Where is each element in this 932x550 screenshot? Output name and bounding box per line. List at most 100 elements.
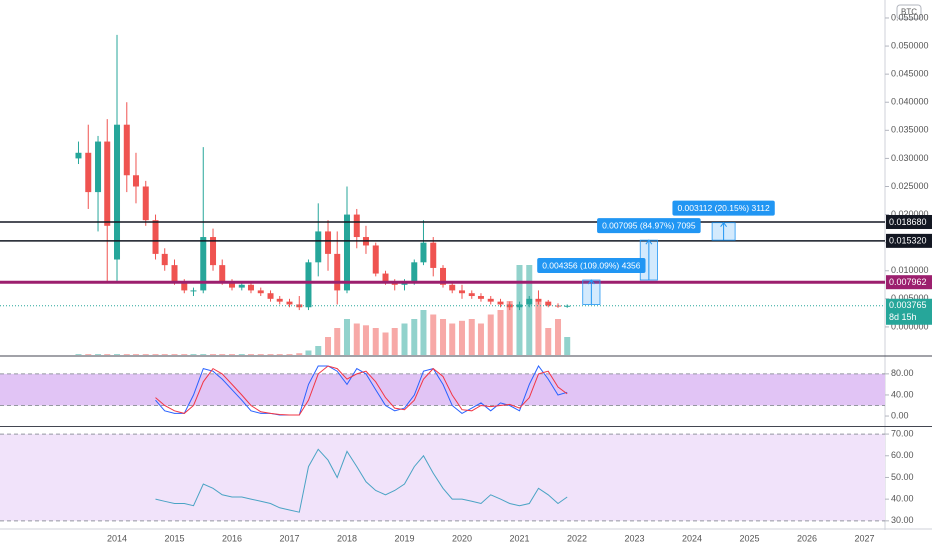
y-tick-label: 0.005000	[891, 293, 929, 303]
candle-body	[132, 175, 139, 187]
volume-bar	[477, 323, 484, 355]
candle-body	[95, 141, 102, 193]
measure-label: 0.004356 (109.09%) 4356	[542, 260, 641, 270]
volume-bar	[257, 354, 264, 355]
volume-bar	[440, 319, 447, 355]
candle-body	[210, 237, 217, 266]
x-tick-label: 2014	[107, 533, 127, 543]
y-tick-label: 0.050000	[891, 40, 929, 50]
volume-bar	[372, 328, 379, 355]
y-tick-label: 70.00	[891, 428, 914, 438]
candle-body	[123, 124, 130, 176]
candle-body	[343, 214, 350, 291]
volume-bar	[152, 354, 159, 355]
x-tick-label: 2018	[337, 533, 357, 543]
x-tick-label: 2025	[739, 533, 759, 543]
volume-bar	[555, 319, 562, 355]
candle-body	[276, 298, 283, 302]
candle-body	[75, 152, 82, 159]
candle-body	[104, 141, 111, 226]
volume-bar	[506, 301, 513, 355]
candle-body	[142, 186, 149, 221]
volume-bar	[95, 354, 102, 355]
currency-label: BTC	[901, 8, 917, 17]
y-tick-label: 80.00	[891, 368, 914, 378]
x-tick-label: 2020	[452, 533, 472, 543]
candle-body	[497, 301, 504, 305]
y-tick-label: 0.020000	[891, 209, 929, 219]
currency-badge	[896, 4, 922, 20]
volume-bar	[382, 332, 389, 355]
candle-body	[325, 231, 332, 254]
y-tick-label: 0.040000	[891, 97, 929, 107]
volume-bar	[545, 328, 552, 355]
candle-body	[114, 124, 121, 260]
candle-body	[296, 304, 303, 308]
countdown: 8d 15h	[889, 312, 917, 322]
candle-body	[181, 281, 188, 291]
volume-bar	[171, 354, 178, 355]
candle-body	[526, 298, 533, 305]
volume-bar	[411, 319, 418, 355]
volume-bar	[420, 310, 427, 355]
volume-bar	[132, 354, 139, 355]
measure-label-bg	[597, 218, 701, 234]
candle-body	[85, 152, 92, 193]
candle-body	[506, 304, 513, 308]
volume-bar	[401, 323, 408, 355]
level-label-bg	[886, 275, 932, 290]
volume-bar	[247, 354, 254, 355]
level-label-bg	[886, 214, 932, 229]
volume-bar	[487, 314, 494, 355]
candle-body	[200, 237, 207, 291]
x-tick-label: 2022	[567, 533, 587, 543]
volume-bar	[75, 354, 82, 355]
candle-body	[190, 290, 197, 292]
measure-arrow	[587, 279, 595, 305]
y-tick-label: 60.00	[891, 450, 914, 460]
candle-body	[257, 290, 264, 294]
candle-body	[267, 293, 274, 299]
y-tick-label: 50.00	[891, 472, 914, 482]
volume-bar	[276, 354, 283, 355]
indicator-line	[155, 448, 568, 513]
candle-body	[171, 265, 178, 282]
volume-bar	[325, 337, 332, 355]
candle-body	[477, 296, 484, 299]
volume-bar	[315, 346, 322, 355]
x-tick-label: 2016	[222, 533, 242, 543]
volume-bar	[449, 323, 456, 355]
candle-body	[334, 253, 341, 291]
volume-bar	[190, 354, 197, 355]
volume-bar	[181, 354, 188, 355]
candle-body	[545, 301, 552, 306]
volume-bar	[219, 354, 226, 355]
level-label: 0.007962	[889, 277, 927, 287]
volume-bar	[468, 319, 475, 355]
candle-body	[411, 262, 418, 282]
last-price-label: 0.003765	[889, 300, 927, 310]
y-tick-label: 0.045000	[891, 69, 929, 79]
measure-label-bg	[672, 200, 775, 216]
candle-body	[286, 301, 293, 305]
volume-bar	[229, 354, 236, 355]
candle-body	[487, 298, 494, 302]
y-tick-label: 30.00	[891, 515, 914, 525]
volume-bar	[200, 354, 207, 355]
measure-arrow	[645, 239, 653, 281]
volume-bar	[296, 353, 303, 355]
band	[0, 434, 885, 521]
level-label: 0.015320	[889, 236, 927, 246]
volume-bar	[458, 320, 465, 355]
candle-body	[440, 267, 447, 285]
x-tick-label: 2017	[279, 533, 299, 543]
volume-bar	[85, 354, 92, 355]
candle-body	[152, 220, 159, 254]
volume-bar	[238, 354, 245, 355]
volume-bar	[142, 354, 149, 355]
band	[0, 373, 885, 406]
y-tick-label: 0.00	[891, 410, 909, 420]
candle-body	[353, 214, 360, 238]
candle-body	[372, 245, 379, 274]
